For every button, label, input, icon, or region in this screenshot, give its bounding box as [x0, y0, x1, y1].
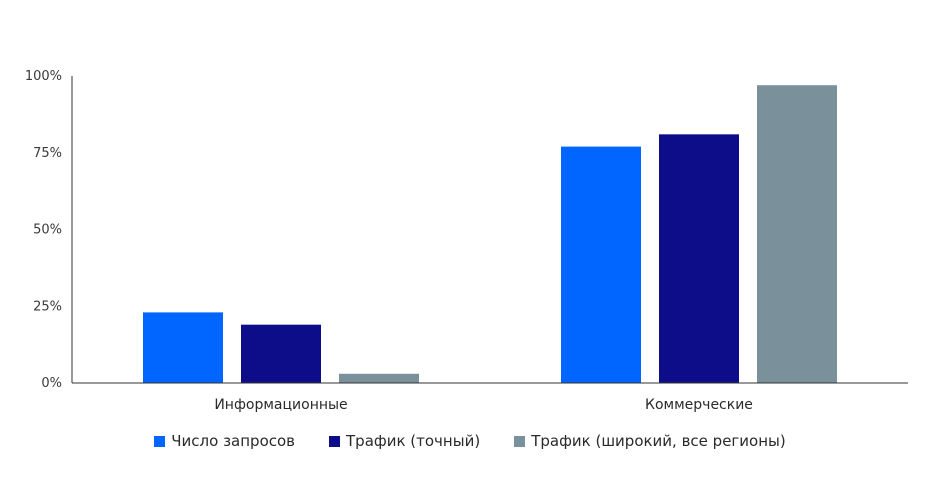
bar-chart: 0% 25% 50% 75% 100% Информационные Коммерческ… — [25, 69, 908, 413]
y-tick-label: 25% — [33, 299, 62, 314]
legend-label: Трафик (точный) — [346, 432, 481, 450]
bar-1-2 — [561, 146, 641, 383]
legend-label: Число запросов — [171, 432, 296, 450]
legend-label: Трафик (широкий, все регионы) — [531, 432, 786, 450]
y-tick-label: 100% — [25, 69, 62, 84]
legend-swatch — [329, 435, 341, 447]
bar-3-1 — [339, 373, 419, 383]
y-tick-label: 75% — [33, 146, 62, 161]
y-tick-label: 50% — [33, 223, 62, 238]
legend: Число запросов Трафик (точный) Трафик (шир… — [0, 432, 940, 450]
x-axis: Информационные Коммерческие — [72, 382, 908, 413]
bar-1-1 — [143, 312, 223, 383]
y-tick-label: 0% — [41, 376, 62, 391]
bar-2-2 — [659, 134, 739, 383]
bar-2-1 — [241, 324, 321, 383]
bars — [143, 85, 837, 384]
legend-swatch — [514, 435, 526, 447]
legend-item: Число запросов — [154, 432, 295, 450]
legend-item: Трафик (широкий, все регионы) — [514, 432, 786, 450]
legend-item: Трафик (точный) — [329, 432, 480, 450]
y-axis: 0% 25% 50% 75% 100% — [25, 69, 73, 391]
x-category-label: Коммерческие — [645, 397, 753, 413]
legend-swatch — [154, 435, 166, 447]
bar-3-2 — [757, 85, 837, 384]
x-category-label: Информационные — [214, 397, 347, 413]
